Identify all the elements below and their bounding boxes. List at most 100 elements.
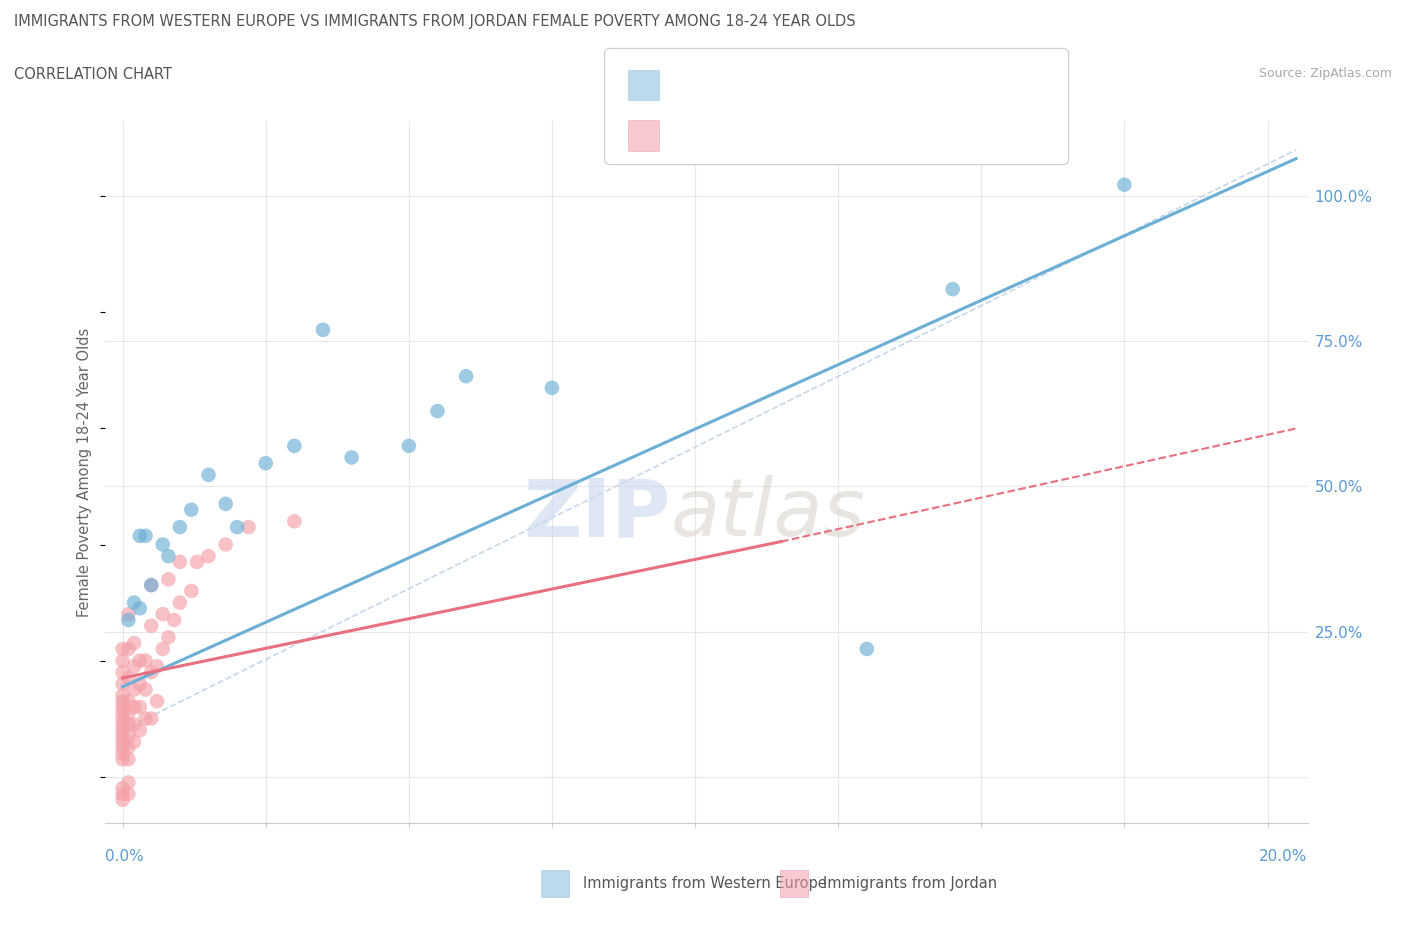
Point (169, 520, 191, 535)
Point (111, 676, 134, 691)
Point (169, 554, 191, 569)
Point (1114, 178, 1136, 193)
Point (146, 694, 169, 709)
Point (135, 653, 157, 668)
Point (117, 671, 139, 685)
Point (117, 775, 139, 790)
Point (111, 711, 134, 726)
Point (312, 323, 335, 338)
Text: N = 24: N = 24 (807, 77, 865, 93)
Point (111, 705, 134, 720)
Point (111, 717, 134, 732)
Text: IMMIGRANTS FROM WESTERN EUROPE VS IMMIGRANTS FROM JORDAN FEMALE POVERTY AMONG 18: IMMIGRANTS FROM WESTERN EUROPE VS IMMIGR… (14, 14, 856, 29)
Point (117, 613, 139, 628)
Point (157, 572, 180, 587)
Point (111, 787, 134, 802)
Point (111, 694, 134, 709)
Point (942, 282, 965, 297)
Point (128, 676, 150, 691)
Point (117, 694, 139, 709)
Point (128, 653, 150, 668)
Point (111, 699, 134, 714)
Point (141, 711, 163, 726)
Point (122, 682, 145, 697)
Point (111, 723, 134, 737)
Text: ZIP: ZIP (523, 475, 671, 553)
Point (128, 601, 150, 616)
Point (117, 606, 139, 621)
Text: R = 0.639: R = 0.639 (673, 77, 756, 93)
Point (141, 618, 163, 633)
Point (340, 450, 363, 465)
Point (157, 630, 180, 644)
Point (454, 369, 477, 384)
Point (141, 578, 163, 592)
Text: atlas: atlas (671, 475, 865, 553)
Point (111, 688, 134, 703)
Point (169, 595, 191, 610)
Point (111, 728, 134, 743)
Point (111, 746, 134, 761)
Text: N = 60: N = 60 (807, 127, 865, 143)
Point (117, 705, 139, 720)
Point (197, 468, 219, 483)
Point (135, 711, 157, 726)
Point (122, 595, 145, 610)
Point (135, 528, 157, 543)
Point (141, 665, 163, 680)
Text: Source: ZipAtlas.com: Source: ZipAtlas.com (1258, 67, 1392, 80)
Point (226, 520, 249, 535)
Point (197, 549, 219, 564)
Point (283, 514, 305, 529)
Point (128, 528, 150, 543)
Point (855, 642, 877, 657)
Point (117, 787, 139, 802)
Y-axis label: Female Poverty Among 18-24 Year Olds: Female Poverty Among 18-24 Year Olds (77, 327, 93, 617)
Point (180, 583, 202, 598)
Point (117, 751, 139, 766)
Point (152, 642, 174, 657)
Point (135, 682, 157, 697)
Text: R = 0.245: R = 0.245 (673, 127, 756, 143)
Point (163, 613, 186, 628)
Point (117, 717, 139, 732)
Point (398, 438, 420, 453)
Point (180, 502, 202, 517)
Point (117, 728, 139, 743)
Point (128, 723, 150, 737)
Point (157, 549, 180, 564)
Text: Immigrants from Jordan: Immigrants from Jordan (823, 876, 997, 891)
Text: CORRELATION CHART: CORRELATION CHART (14, 67, 172, 82)
Point (111, 751, 134, 766)
Point (214, 537, 236, 551)
Point (122, 636, 145, 651)
Point (541, 380, 564, 395)
Point (254, 456, 277, 471)
Point (111, 735, 134, 750)
Text: 0.0%: 0.0% (105, 849, 145, 864)
Point (128, 699, 150, 714)
Point (152, 606, 174, 621)
Point (146, 659, 169, 674)
Text: 20.0%: 20.0% (1260, 849, 1308, 864)
Point (141, 578, 163, 592)
Point (122, 699, 145, 714)
Point (238, 520, 260, 535)
Point (117, 642, 139, 657)
Point (283, 438, 305, 453)
Point (111, 653, 134, 668)
Point (186, 554, 208, 569)
Point (111, 642, 134, 657)
Point (111, 665, 134, 680)
Point (111, 740, 134, 755)
Point (152, 537, 174, 551)
Point (122, 735, 145, 750)
Point (111, 781, 134, 796)
Point (214, 497, 236, 512)
Point (111, 792, 134, 807)
Point (426, 404, 449, 418)
Point (122, 659, 145, 674)
Point (117, 740, 139, 755)
Text: Immigrants from Western Europe: Immigrants from Western Europe (583, 876, 827, 891)
Point (122, 717, 145, 732)
